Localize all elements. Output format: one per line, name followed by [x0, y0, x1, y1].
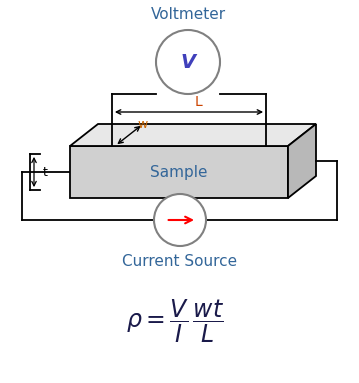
Circle shape — [154, 194, 206, 246]
Polygon shape — [288, 124, 316, 198]
Text: L: L — [195, 95, 203, 109]
Text: $\rho = \dfrac{V}{I}\,\dfrac{wt}{L}$: $\rho = \dfrac{V}{I}\,\dfrac{wt}{L}$ — [126, 297, 224, 345]
Polygon shape — [70, 146, 288, 198]
Text: Sample: Sample — [150, 165, 208, 180]
Polygon shape — [70, 124, 316, 146]
Text: w: w — [138, 118, 148, 131]
Text: Current Source: Current Source — [122, 254, 238, 269]
Text: V: V — [181, 52, 196, 72]
Text: Voltmeter: Voltmeter — [150, 7, 225, 22]
Text: t: t — [43, 165, 48, 178]
Circle shape — [156, 30, 220, 94]
